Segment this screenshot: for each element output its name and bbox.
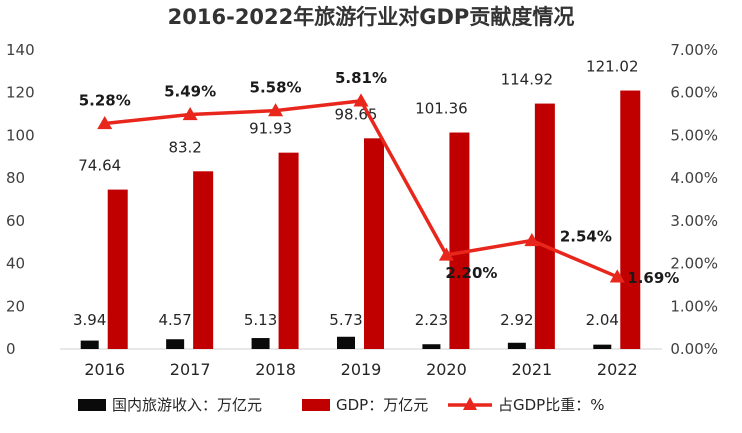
legend-swatch-share-marker [463, 397, 477, 410]
left-tick-label: 60 [6, 212, 25, 230]
share-marker [182, 106, 198, 121]
right-tick-label: 0.00% [670, 340, 718, 358]
gdp-bar [534, 103, 555, 349]
share-value-label: 2.54% [560, 228, 612, 246]
tourism-revenue-label: 2.04 [586, 311, 619, 329]
tourism-revenue-label: 3.94 [73, 311, 106, 329]
left-tick-label: 0 [6, 340, 16, 358]
tourism-revenue-bar [593, 344, 612, 349]
share-value-label: 5.49% [164, 82, 216, 100]
gdp-bar [193, 171, 214, 349]
share-value-label: 1.69% [627, 269, 679, 287]
share-marker [524, 233, 540, 247]
category-label: 2022 [597, 360, 638, 379]
tourism-revenue-bar [507, 342, 526, 349]
share-line-layer: 5.28% 5.49% 5.58% 5.81% 2.20% 2.54% 1.69% [79, 69, 680, 287]
gdp-value-label: 83.2 [168, 138, 201, 156]
right-tick-label: 4.00% [670, 169, 718, 187]
tourism-revenue-label: 2.92 [500, 311, 533, 329]
gdp-bar [278, 152, 299, 349]
share-marker [438, 247, 454, 261]
left-tick-label: 20 [6, 297, 25, 315]
right-tick-label: 3.00% [670, 212, 718, 230]
category-label: 2018 [255, 360, 296, 379]
tourism-revenue-label: 4.57 [158, 311, 191, 329]
share-value-label: 5.28% [79, 91, 131, 109]
gdp-bar [107, 189, 128, 349]
gdp-value-label: 121.02 [586, 58, 639, 76]
left-tick-label: 40 [6, 255, 25, 273]
category-labels: 2016 2017 2018 2019 2020 2021 2022 [84, 360, 637, 379]
category-label: 2021 [511, 360, 552, 379]
share-value-label: 5.81% [335, 69, 387, 87]
share-marker [268, 103, 284, 117]
tourism-revenue-bar [80, 340, 99, 349]
gdp-bar [449, 132, 470, 349]
tourism-revenue-bar [166, 339, 185, 349]
share-marker [609, 269, 625, 283]
gdp-value-label: 114.92 [501, 71, 554, 89]
tourism-revenue-bar [337, 336, 355, 349]
right-axis: 0.00% 1.00% 2.00% 3.00% 4.00% 5.00% 6.00% 7.00% [670, 41, 718, 358]
share-marker [97, 115, 113, 130]
left-axis: 0 20 40 60 80 100 120 140 [6, 41, 35, 358]
share-value-label: 5.58% [250, 79, 302, 97]
share-value-label: 2.20% [445, 264, 497, 282]
chart-title: 2016-2022年旅游行业对GDP贡献度情况 [168, 5, 575, 29]
legend-label-gdp: GDP：万亿元 [336, 396, 428, 414]
legend-swatch-gdp [302, 399, 330, 411]
right-tick-label: 5.00% [670, 126, 718, 144]
bars-layer [80, 90, 641, 349]
category-label: 2016 [84, 360, 125, 379]
legend-label-share: 占GDP比重：% [498, 396, 604, 414]
gdp-value-label: 91.93 [249, 120, 292, 138]
right-tick-label: 6.00% [670, 84, 718, 102]
category-label: 2020 [426, 360, 467, 379]
tourism-revenue-label: 2.23 [415, 311, 448, 329]
gdp-bar [364, 138, 384, 349]
right-tick-label: 7.00% [670, 41, 718, 59]
gdp-value-label: 74.64 [78, 157, 121, 175]
tourism-revenue-label: 5.13 [244, 311, 277, 329]
left-tick-label: 80 [6, 169, 25, 187]
tourism-revenue-bar [422, 344, 441, 349]
legend: 国内旅游收入：万亿元 GDP：万亿元 占GDP比重：% [78, 396, 604, 414]
legend-swatch-tourism-revenue [78, 399, 106, 411]
right-tick-label: 2.00% [670, 255, 718, 273]
category-label: 2017 [170, 360, 211, 379]
left-tick-label: 120 [6, 84, 35, 102]
gdp-bar [620, 90, 641, 349]
share-marker [353, 93, 369, 107]
legend-label-tourism-revenue: 国内旅游收入：万亿元 [112, 396, 262, 414]
category-label: 2019 [341, 360, 382, 379]
left-tick-label: 100 [6, 126, 35, 144]
tourism-revenue-label: 5.73 [329, 311, 362, 329]
right-tick-label: 1.00% [670, 297, 718, 315]
gdp-value-label: 101.36 [415, 100, 468, 118]
tourism-revenue-bar [251, 338, 270, 349]
left-tick-label: 140 [6, 41, 35, 59]
